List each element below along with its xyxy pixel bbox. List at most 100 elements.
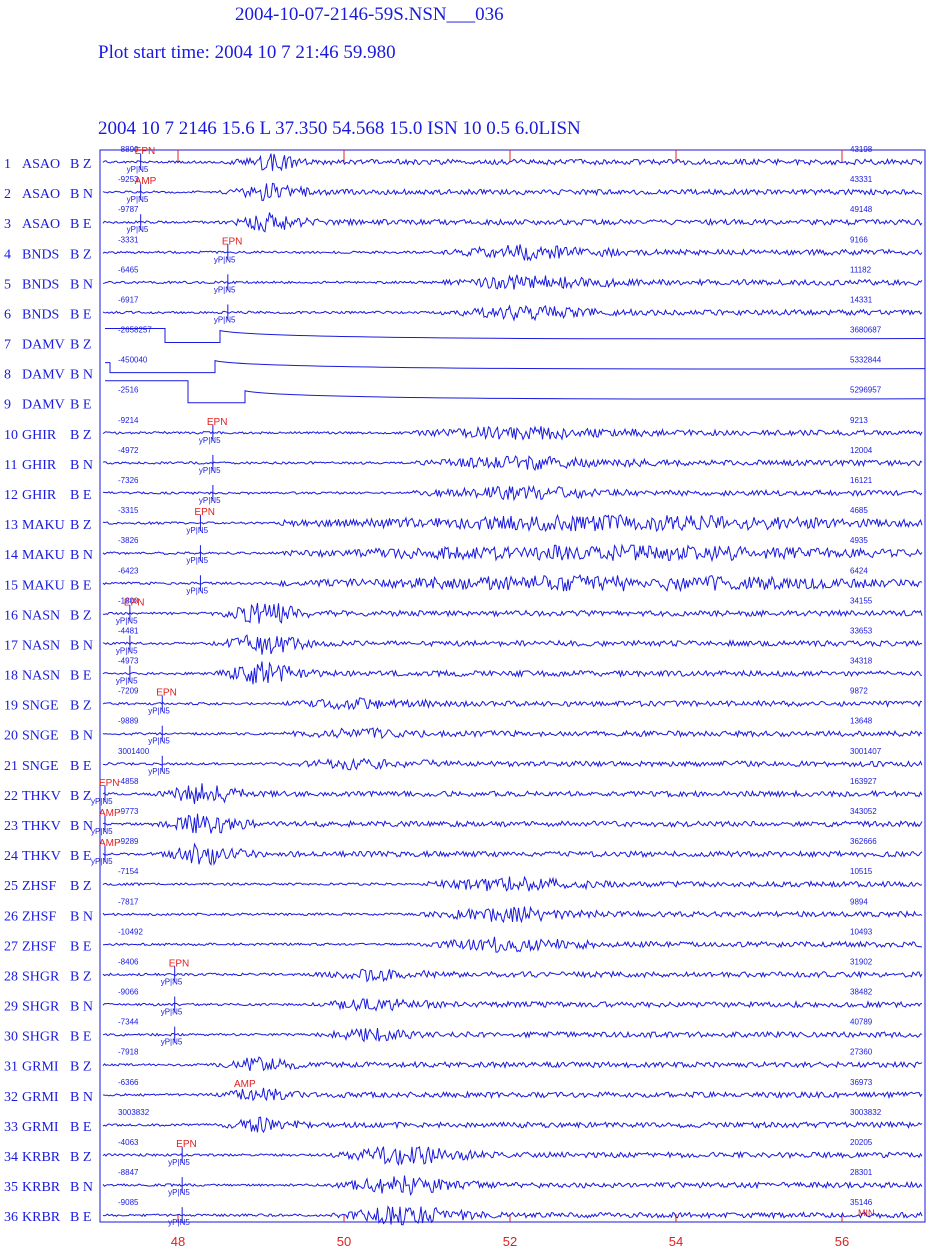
- waveform: [102, 484, 923, 502]
- chart-title: 2004-10-07-2146-59S.NSN___036: [235, 4, 504, 25]
- amp-max: 362666: [850, 837, 877, 846]
- amp-min: -9787: [118, 205, 139, 214]
- row-number: 18: [4, 669, 18, 684]
- waveform: [102, 182, 923, 202]
- row-number: 5: [4, 277, 11, 292]
- phase-label: yP|N5: [148, 707, 170, 716]
- amp-min: -4858: [118, 777, 139, 786]
- amp-max: 20205: [850, 1138, 873, 1147]
- row-number: 22: [4, 789, 18, 804]
- waveform: [102, 543, 923, 563]
- amp-min: -7817: [118, 897, 139, 906]
- waveform: [102, 757, 923, 771]
- amp-min: -3826: [118, 536, 139, 545]
- station-name: SNGE: [22, 729, 59, 744]
- station-name: KRBR: [22, 1150, 61, 1165]
- waveform: [105, 328, 926, 344]
- amp-max: 34318: [850, 657, 873, 666]
- pick-marker: EPN: [176, 1139, 197, 1150]
- waveform: [103, 936, 923, 953]
- row-number: 11: [4, 458, 17, 473]
- amp-min: -1800: [118, 596, 139, 605]
- row-number: 9: [4, 398, 11, 413]
- row-number: 35: [4, 1180, 18, 1195]
- amp-max: 31902: [850, 957, 873, 966]
- row-number: 14: [4, 548, 18, 563]
- x-tick-label: 56: [835, 1234, 849, 1249]
- channel-name: B N: [70, 819, 93, 834]
- phase-label: yP|N5: [186, 526, 208, 535]
- waveform: [102, 1145, 923, 1167]
- station-name: ZHSF: [22, 879, 56, 894]
- chart-subtitle: Plot start time: 2004 10 7 21:46 59.980: [98, 42, 396, 63]
- x-unit-label: MIN: [858, 1208, 875, 1218]
- waveform: [102, 697, 923, 711]
- channel-name: B Z: [70, 1150, 91, 1165]
- station-name: NASN: [22, 638, 60, 653]
- phase-label: yP|N5: [161, 977, 183, 986]
- amp-max: 6424: [850, 566, 868, 575]
- amp-max: 43331: [850, 175, 873, 184]
- station-name: MAKU: [22, 548, 65, 563]
- amp-min: -4063: [118, 1138, 139, 1147]
- row-number: 7: [4, 338, 11, 353]
- amp-min: -9253: [118, 175, 139, 184]
- channel-name: B N: [70, 187, 93, 202]
- amp-min: -3315: [118, 506, 139, 515]
- waveform: [102, 1175, 923, 1197]
- phase-label: yP|N5: [199, 436, 221, 445]
- amp-max: 4935: [850, 536, 868, 545]
- station-name: MAKU: [22, 578, 65, 593]
- phase-label: yP|N5: [127, 195, 149, 204]
- station-name: SNGE: [22, 699, 59, 714]
- phase-label: yP|N5: [127, 225, 149, 234]
- station-name: SHGR: [22, 969, 60, 984]
- amp-max: 40789: [850, 1018, 873, 1027]
- channel-name: B E: [70, 849, 91, 864]
- amp-max: 163927: [850, 777, 877, 786]
- channel-name: B N: [70, 729, 93, 744]
- phase-label: yP|N5: [91, 857, 113, 866]
- amp-min: -9289: [118, 837, 139, 846]
- amp-max: 10515: [850, 867, 873, 876]
- amp-max: 12004: [850, 446, 873, 455]
- station-name: SNGE: [22, 759, 59, 774]
- station-name: ASAO: [22, 187, 60, 202]
- row-number: 6: [4, 307, 11, 322]
- waveform: [102, 634, 923, 655]
- amp-max: 5296957: [850, 386, 882, 395]
- phase-label: yP|N5: [168, 1188, 190, 1197]
- waveform: [102, 153, 923, 172]
- waveform: [102, 842, 923, 866]
- phase-label: yP|N5: [168, 1218, 190, 1227]
- amp-max: 343052: [850, 807, 877, 816]
- amp-min: -7344: [118, 1018, 139, 1027]
- station-name: ASAO: [22, 217, 60, 232]
- amp-max: 9894: [850, 897, 868, 906]
- row-number: 24: [4, 849, 18, 864]
- amp-max: 9872: [850, 687, 868, 696]
- amp-max: 13648: [850, 717, 873, 726]
- channel-name: B Z: [70, 157, 91, 172]
- phase-label: yP|N5: [199, 496, 221, 505]
- row-number: 36: [4, 1210, 18, 1225]
- amp-min: -8890: [118, 145, 139, 154]
- phase-label: yP|N5: [116, 616, 138, 625]
- station-name: DAMV: [22, 398, 65, 413]
- pick-marker: AMP: [99, 808, 121, 819]
- station-name: BNDS: [22, 307, 59, 322]
- row-number: 2: [4, 187, 11, 202]
- pick-marker: EPN: [99, 778, 120, 789]
- phase-label: yP|N5: [186, 586, 208, 595]
- amp-min: -9085: [118, 1198, 139, 1207]
- amp-min: -9773: [118, 807, 139, 816]
- waveform: [102, 513, 923, 533]
- plot-frame: [99, 149, 926, 1223]
- amp-min: -9214: [118, 416, 139, 425]
- amp-min: -9889: [118, 717, 139, 726]
- pick-marker: EPN: [124, 597, 145, 608]
- amp-min: -4973: [118, 657, 139, 666]
- phase-label: yP|N5: [91, 827, 113, 836]
- waveform: [102, 813, 923, 834]
- waveform: [102, 661, 923, 685]
